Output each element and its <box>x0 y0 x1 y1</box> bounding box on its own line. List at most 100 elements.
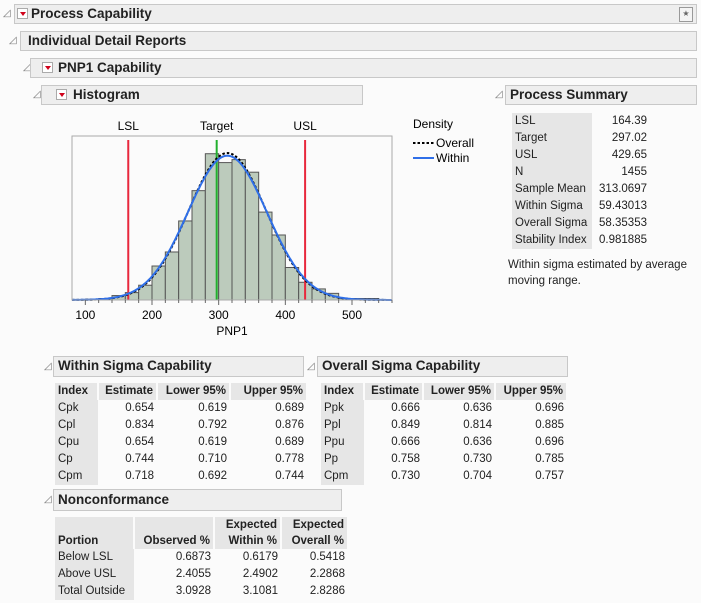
row-label: Pp <box>321 451 364 468</box>
table-cell: 2.8286 <box>309 585 345 597</box>
table-cell: 0.710 <box>198 453 227 465</box>
summary-row: Stability Index 0.981885 <box>512 232 650 249</box>
red-triangle-menu-icon[interactable] <box>42 62 53 73</box>
histogram-header[interactable]: Histogram <box>41 85 363 105</box>
column-header: Observed % <box>134 517 215 549</box>
summary-label: USL <box>512 147 592 164</box>
column-header-line: Within % <box>228 535 277 547</box>
table-cell: 0.744 <box>275 470 304 482</box>
histogram-bar <box>258 211 273 301</box>
histogram-bar <box>284 266 300 301</box>
nonconformance-header[interactable]: Nonconformance <box>53 489 342 511</box>
column-header: Portion <box>55 517 135 549</box>
collapse-triangle-icon[interactable]: ◿ <box>495 89 503 100</box>
within-sigma-table: Index Estimate Lower 95% Upper 95% Cpk 0.654 0… <box>55 383 308 485</box>
table-row: Cpl 0.834 0.792 0.876 <box>55 417 307 434</box>
row-label: Ppk <box>321 400 364 417</box>
table-row: Ppk 0.666 0.636 0.696 <box>321 400 567 417</box>
header-title: Histogram <box>73 87 140 102</box>
collapse-triangle-icon[interactable]: ◿ <box>33 89 41 100</box>
pnp1-capability-header[interactable]: PNP1 Capability <box>30 58 697 78</box>
column-header: Estimate <box>98 383 158 400</box>
table-cell: 0.730 <box>391 470 420 482</box>
table-cell: 3.1081 <box>242 585 278 597</box>
table-cell: 0.704 <box>463 470 492 482</box>
process-summary-header[interactable]: Process Summary <box>505 85 697 105</box>
summary-value: 1455 <box>621 166 647 178</box>
column-header: Expected Within % <box>214 517 282 549</box>
collapse-triangle-icon[interactable]: ◿ <box>9 35 17 46</box>
header-row: Portion Observed % Expected Within % Expecte… <box>55 517 349 549</box>
table-row: Cp 0.744 0.710 0.778 <box>55 451 307 468</box>
header-title: PNP1 Capability <box>58 60 162 75</box>
legend: Density Overall Within <box>413 117 474 165</box>
collapse-triangle-icon[interactable]: ◿ <box>23 62 31 73</box>
red-triangle-menu-icon[interactable] <box>17 8 28 19</box>
summary-value: 313.0697 <box>599 183 647 195</box>
within-sigma-header[interactable]: Within Sigma Capability <box>53 356 304 377</box>
x-tick-label: 500 <box>342 308 362 322</box>
bookmark-icon[interactable]: ★ <box>679 7 693 22</box>
process-capability-header[interactable]: Process Capability <box>14 4 697 24</box>
histogram-bar <box>218 162 233 301</box>
summary-row: N 1455 <box>512 164 650 181</box>
collapse-triangle-icon[interactable]: ◿ <box>3 8 11 19</box>
row-label: Below LSL <box>55 549 134 566</box>
summary-value: 164.39 <box>611 115 647 127</box>
table-cell: 0.814 <box>463 419 492 431</box>
summary-label: LSL <box>512 113 592 130</box>
column-header-line: Expected <box>225 519 277 531</box>
summary-row: Target 297.02 <box>512 130 650 147</box>
table-cell: 0.785 <box>535 453 564 465</box>
column-header: Index <box>321 383 365 400</box>
collapse-triangle-icon[interactable]: ◿ <box>44 494 52 505</box>
column-header: Index <box>55 383 99 400</box>
row-label: Cpm <box>55 468 98 485</box>
sigma-note: Within sigma estimated by average moving… <box>508 259 687 287</box>
collapse-triangle-icon[interactable]: ◿ <box>307 361 315 372</box>
column-header-line: Expected <box>292 519 344 531</box>
header-title: Process Capability <box>31 6 152 21</box>
table-cell: 0.689 <box>275 402 304 414</box>
table-cell: 0.696 <box>535 402 564 414</box>
x-tick-label: 400 <box>275 308 295 322</box>
legend-overall-label: Overall <box>436 136 474 150</box>
density-curve-within <box>72 154 392 301</box>
summary-label: Stability Index <box>512 232 592 249</box>
summary-label: N <box>512 164 592 181</box>
summary-row: Overall Sigma 58.35353 <box>512 215 650 232</box>
column-header-line: Overall % <box>291 535 344 547</box>
summary-label: Overall Sigma <box>512 215 592 232</box>
table-cell: 0.718 <box>125 470 154 482</box>
x-axis-label: PNP1 <box>216 324 248 338</box>
collapse-triangle-icon[interactable]: ◿ <box>44 361 52 372</box>
column-header-line: Observed % <box>143 535 210 547</box>
ref-label-lsl: LSL <box>118 119 140 133</box>
individual-detail-reports-header[interactable]: Individual Detail Reports <box>20 31 697 51</box>
table-row: Cpu 0.654 0.619 0.689 <box>55 434 307 451</box>
red-triangle-menu-icon[interactable] <box>56 89 67 100</box>
x-tick-label: 100 <box>75 308 95 322</box>
table-cell: 0.666 <box>391 436 420 448</box>
table-cell: 0.636 <box>463 436 492 448</box>
table-row: Cpm 0.718 0.692 0.744 <box>55 468 307 485</box>
table-cell: 2.4902 <box>242 568 278 580</box>
header-row: Index Estimate Lower 95% Upper 95% <box>55 383 308 400</box>
histogram-bar <box>164 251 180 301</box>
table-cell: 0.6873 <box>175 551 211 563</box>
table-cell: 0.619 <box>198 402 227 414</box>
legend-title: Density <box>413 117 453 131</box>
table-cell: 2.4055 <box>175 568 211 580</box>
overall-sigma-header[interactable]: Overall Sigma Capability <box>317 356 568 377</box>
table-cell: 0.792 <box>198 419 227 431</box>
ref-label-target: Target <box>200 119 234 133</box>
header-title: Overall Sigma Capability <box>322 358 481 373</box>
table-row: Cpm 0.730 0.704 0.757 <box>321 468 567 485</box>
nonconformance-table: Portion Observed % Expected Within % Expecte… <box>55 517 349 600</box>
row-label: Ppu <box>321 434 364 451</box>
header-title: Within Sigma Capability <box>58 358 212 373</box>
column-header: Estimate <box>364 383 424 400</box>
table-cell: 3.0928 <box>175 585 211 597</box>
table-cell: 0.5418 <box>309 551 345 563</box>
overall-sigma-table: Index Estimate Lower 95% Upper 95% Ppk 0.666 0… <box>321 383 568 485</box>
